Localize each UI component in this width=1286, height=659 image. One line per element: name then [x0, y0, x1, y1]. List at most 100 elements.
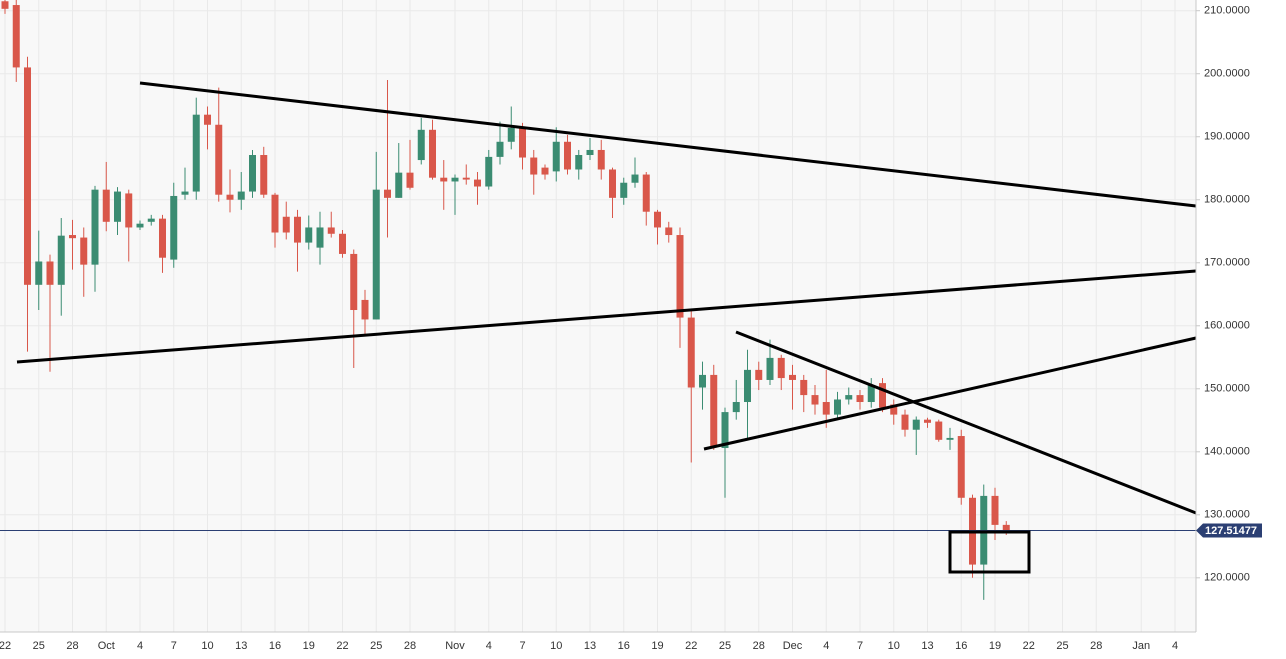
candle-body [575, 155, 583, 170]
candle-body [710, 374, 718, 447]
x-tick-label: 19 [651, 640, 663, 652]
y-tick-label: 140.0000 [1204, 446, 1250, 458]
x-tick-label: 4 [486, 640, 492, 652]
x-tick-label: 28 [66, 640, 78, 652]
y-tick-label: 130.0000 [1204, 509, 1250, 521]
candle-body [609, 169, 616, 198]
candle-body [46, 261, 54, 285]
candle-body [541, 167, 549, 175]
candle-body [271, 194, 279, 233]
x-tick-label: 22 [336, 640, 348, 652]
x-tick-label: 22 [0, 640, 11, 652]
candle-body [597, 149, 605, 170]
candle-body [147, 218, 155, 222]
candle-body [564, 141, 571, 170]
candle-body [204, 114, 211, 125]
candle-body [316, 227, 324, 248]
x-tick-label: 13 [235, 640, 247, 652]
x-tick-label: 16 [955, 640, 967, 652]
candle-body [620, 182, 628, 198]
candle-body [519, 127, 526, 158]
x-tick-label: 7 [519, 640, 525, 652]
candle-body [777, 357, 785, 379]
candle-body [485, 156, 493, 187]
candle-body [69, 235, 76, 239]
candle-body [215, 124, 223, 195]
candle-body [35, 261, 43, 285]
candle-body [789, 374, 796, 380]
x-tick-label: 22 [1023, 640, 1035, 652]
candle-body [80, 237, 88, 265]
x-tick-label: 16 [618, 640, 630, 652]
y-tick-label: 170.0000 [1204, 257, 1250, 269]
x-tick-label: Nov [445, 640, 465, 652]
x-tick-label: 22 [685, 640, 697, 652]
trend-line [735, 330, 1197, 515]
x-tick-label: 7 [171, 640, 177, 652]
candle-body [395, 172, 403, 198]
candles [0, 0, 1196, 600]
x-tick-label: 10 [201, 640, 213, 652]
candle-body [890, 404, 898, 415]
candle-body [552, 141, 560, 172]
candle-body [429, 129, 436, 178]
candle-body [24, 67, 31, 285]
candle-body [226, 194, 234, 200]
candle-body [305, 227, 313, 243]
highlight-box [948, 530, 1031, 574]
x-tick-label: 25 [1056, 640, 1068, 652]
candle-body [957, 436, 965, 498]
candle-body [744, 369, 751, 403]
drawings [16, 81, 1197, 574]
candle-body [114, 191, 121, 222]
x-tick-label: 28 [753, 640, 765, 652]
candle-body [361, 299, 369, 320]
candle-body [1, 1, 9, 9]
candle-body [181, 191, 189, 195]
x-tick-label: 13 [921, 640, 933, 652]
candle-body [237, 191, 245, 200]
candle-body [159, 218, 166, 258]
x-tick-label: 4 [137, 640, 143, 652]
y-tick-label: 190.0000 [1204, 131, 1250, 143]
trend-line [139, 81, 1197, 208]
y-tick-label: 150.0000 [1204, 383, 1250, 395]
candle-body [721, 412, 729, 449]
candle-body [642, 174, 650, 212]
candle-body [654, 211, 661, 228]
x-tick-label: Dec [783, 640, 803, 652]
candle-body [102, 189, 110, 222]
candle-body [125, 193, 133, 228]
candle-body [530, 157, 538, 175]
candle-body [822, 402, 830, 415]
candle-body [676, 235, 684, 318]
candle-body [462, 177, 470, 180]
x-tick-label: 10 [888, 640, 900, 652]
x-tick-label: 19 [303, 640, 315, 652]
x-tick-label: 25 [370, 640, 382, 652]
candle-body [496, 141, 504, 157]
x-tick-label: 19 [989, 640, 1001, 652]
candle-body [282, 216, 290, 233]
candle-body [350, 253, 358, 311]
axes: 120.0000 130.0000 140.0000 150.0000 160.0000… [0, 5, 1262, 652]
x-tick-label: 25 [33, 640, 45, 652]
candle-body [12, 5, 20, 68]
last-price-tag [1196, 523, 1262, 538]
candle-body [474, 179, 481, 187]
y-tick-label: 120.0000 [1204, 572, 1250, 584]
candle-body [867, 384, 875, 403]
candle-body [91, 189, 99, 265]
candle-body [451, 177, 459, 182]
candle-body [699, 374, 706, 388]
candle-body [800, 379, 808, 396]
candle-body [845, 395, 853, 400]
candle-body [406, 172, 414, 188]
y-tick-label: 160.0000 [1204, 320, 1250, 332]
candle-body [327, 227, 335, 234]
candle-body [586, 149, 594, 156]
candle-body [834, 399, 841, 415]
candle-body [766, 357, 774, 380]
x-tick-label: 16 [269, 640, 281, 652]
